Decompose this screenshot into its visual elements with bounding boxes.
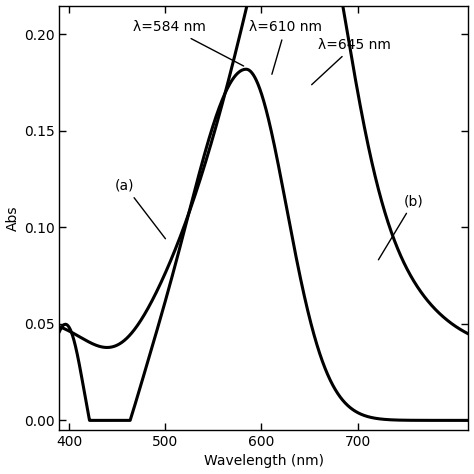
Y-axis label: Abs: Abs — [6, 205, 19, 230]
Text: (b): (b) — [378, 194, 424, 260]
Text: λ=645 nm: λ=645 nm — [311, 38, 391, 85]
X-axis label: Wavelength (nm): Wavelength (nm) — [204, 455, 324, 468]
Text: (a): (a) — [115, 179, 165, 239]
Text: λ=610 nm: λ=610 nm — [249, 20, 322, 74]
Text: λ=584 nm: λ=584 nm — [134, 20, 244, 66]
